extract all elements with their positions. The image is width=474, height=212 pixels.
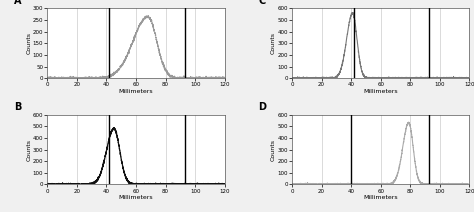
Y-axis label: Counts: Counts xyxy=(27,32,31,54)
Y-axis label: Counts: Counts xyxy=(27,138,31,160)
Text: C: C xyxy=(258,0,265,6)
X-axis label: Millimeters: Millimeters xyxy=(118,195,153,200)
Text: B: B xyxy=(14,102,21,112)
Y-axis label: Counts: Counts xyxy=(271,138,276,160)
Y-axis label: Counts: Counts xyxy=(271,32,276,54)
Text: A: A xyxy=(14,0,21,6)
X-axis label: Millimeters: Millimeters xyxy=(364,195,398,200)
X-axis label: Millimeters: Millimeters xyxy=(364,89,398,94)
Text: D: D xyxy=(258,102,266,112)
X-axis label: Millimeters: Millimeters xyxy=(118,89,153,94)
